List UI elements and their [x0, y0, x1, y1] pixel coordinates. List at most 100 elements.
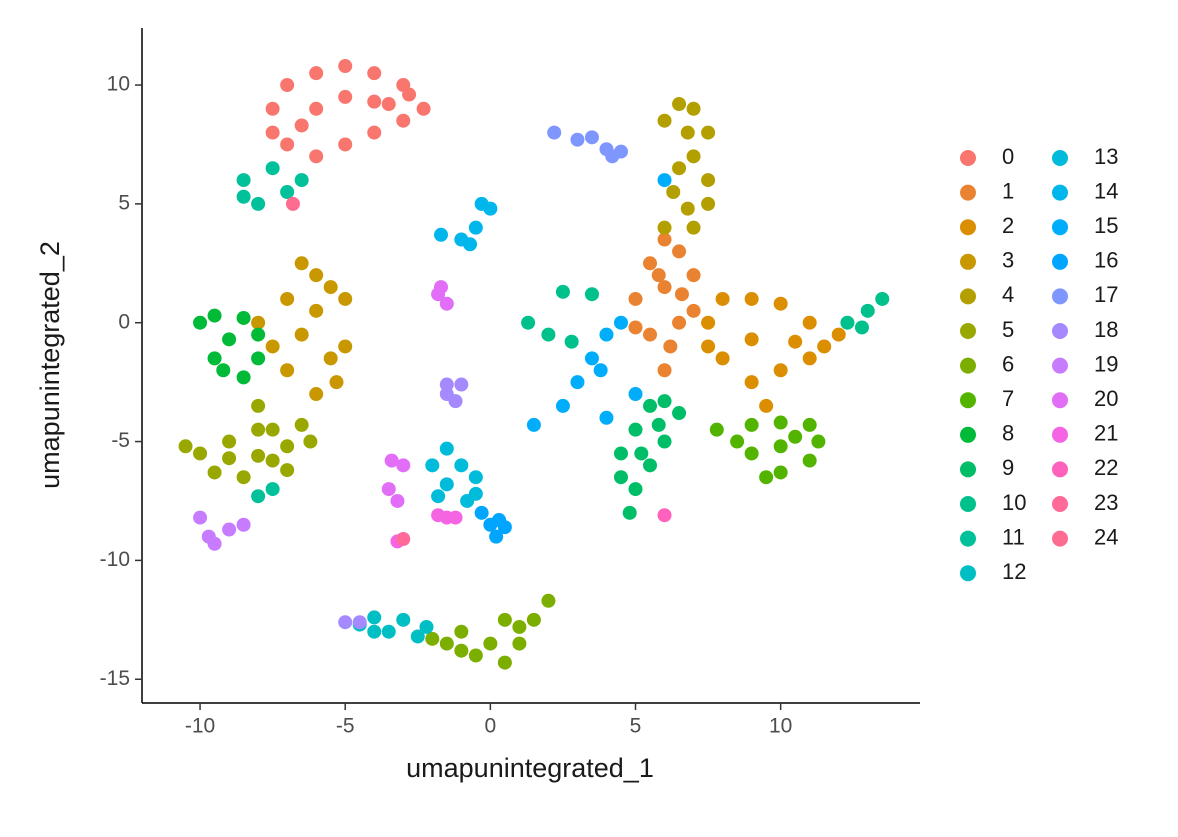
- point: [338, 59, 353, 74]
- point: [454, 624, 469, 639]
- legend-swatch: [1052, 426, 1068, 443]
- legend-label: 19: [1094, 351, 1118, 376]
- point: [657, 173, 672, 188]
- point: [730, 434, 745, 449]
- point: [309, 268, 324, 283]
- point: [680, 125, 695, 140]
- point: [265, 161, 280, 176]
- legend-label: 2: [1002, 213, 1014, 238]
- point: [338, 137, 353, 152]
- point: [280, 137, 295, 152]
- legend-swatch: [960, 184, 976, 201]
- point: [622, 505, 637, 520]
- legend-label: 3: [1002, 248, 1014, 273]
- point: [338, 291, 353, 306]
- point: [474, 196, 489, 211]
- point: [207, 351, 222, 366]
- point: [396, 113, 411, 128]
- point: [367, 94, 382, 109]
- point: [584, 351, 599, 366]
- point: [701, 315, 716, 330]
- point: [759, 398, 774, 413]
- point: [701, 173, 716, 188]
- legend-label: 0: [1002, 144, 1014, 169]
- x-axis-title: umapunintegrated_1: [406, 753, 654, 783]
- point: [280, 463, 295, 478]
- point: [468, 220, 483, 235]
- legend-swatch: [960, 253, 976, 270]
- point: [628, 320, 643, 335]
- point: [526, 417, 541, 432]
- point: [564, 334, 579, 349]
- point: [323, 351, 338, 366]
- legend-swatch: [960, 219, 976, 236]
- y-tick-label: -15: [100, 667, 130, 690]
- point: [439, 636, 454, 651]
- legend-label: 7: [1002, 386, 1014, 411]
- point: [381, 624, 396, 639]
- legend-swatch: [960, 323, 976, 339]
- point: [454, 643, 469, 658]
- legend-label: 1: [1002, 178, 1014, 203]
- point: [643, 327, 658, 342]
- legend-label: 15: [1094, 213, 1118, 238]
- point: [468, 648, 483, 663]
- point: [309, 101, 324, 116]
- legend-swatch: [1052, 392, 1068, 409]
- point: [309, 149, 324, 164]
- point: [686, 303, 701, 318]
- point: [773, 415, 788, 430]
- point: [468, 470, 483, 485]
- point: [593, 363, 608, 378]
- point: [628, 387, 643, 402]
- legend-swatch: [1052, 219, 1068, 236]
- point: [309, 303, 324, 318]
- point: [666, 184, 681, 199]
- point: [643, 398, 658, 413]
- point: [309, 387, 324, 402]
- point: [236, 370, 251, 385]
- point: [454, 458, 469, 473]
- y-axis-title: umapunintegrated_2: [35, 241, 65, 489]
- point: [686, 149, 701, 164]
- point: [521, 315, 536, 330]
- point: [672, 161, 687, 176]
- point: [265, 339, 280, 354]
- point: [439, 477, 454, 492]
- point: [294, 173, 309, 188]
- point: [251, 315, 266, 330]
- legend-swatch: [1052, 461, 1068, 478]
- point: [390, 493, 405, 508]
- legend-label: 16: [1094, 248, 1118, 273]
- point: [773, 439, 788, 454]
- point: [265, 101, 280, 116]
- point: [236, 470, 251, 485]
- point: [657, 434, 672, 449]
- point: [512, 636, 527, 651]
- legend-label: 20: [1094, 386, 1118, 411]
- point: [265, 125, 280, 140]
- point: [251, 489, 266, 504]
- point: [802, 351, 817, 366]
- point: [367, 624, 382, 639]
- point: [555, 284, 570, 299]
- point: [265, 422, 280, 437]
- point: [454, 377, 469, 392]
- point: [431, 287, 446, 302]
- point: [222, 332, 237, 347]
- point: [396, 612, 411, 627]
- legend-swatch: [1052, 323, 1068, 339]
- point: [657, 220, 672, 235]
- point: [840, 315, 855, 330]
- point: [236, 517, 251, 532]
- point: [265, 453, 280, 468]
- point: [236, 310, 251, 325]
- point: [352, 615, 367, 630]
- point: [744, 417, 759, 432]
- legend-swatch: [1052, 496, 1068, 512]
- legend-swatch: [960, 496, 976, 512]
- point: [651, 268, 666, 283]
- point: [773, 296, 788, 311]
- legend-swatch: [960, 426, 976, 443]
- legend-swatch: [960, 150, 976, 166]
